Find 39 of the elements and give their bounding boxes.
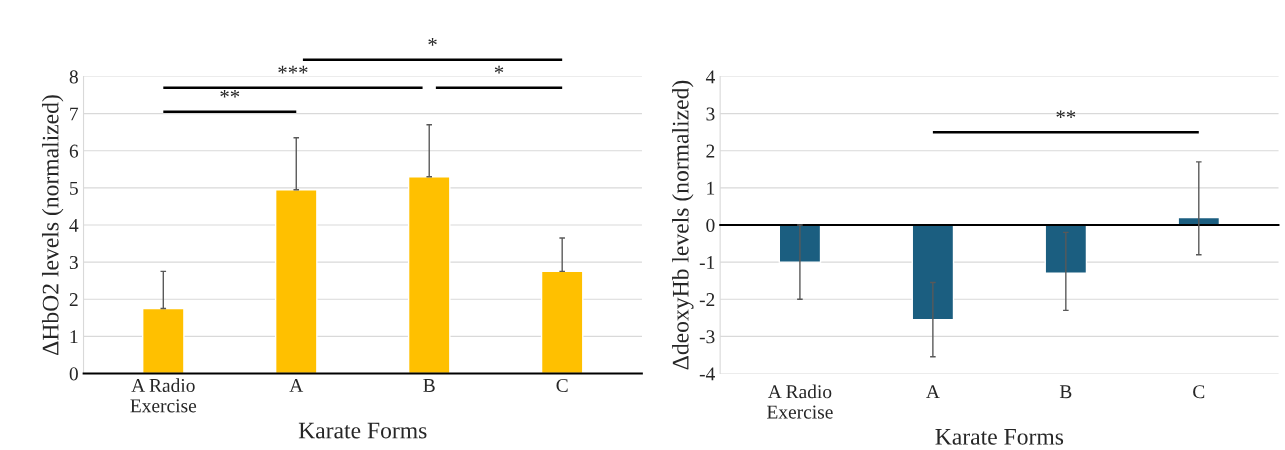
x-axis-title: Karate Forms <box>298 422 427 439</box>
bar <box>407 176 451 374</box>
x-tick-label: C <box>556 378 568 393</box>
text: *** <box>278 65 308 74</box>
y-tick-label: 3 <box>69 256 78 270</box>
x-tick-label: B <box>1059 385 1072 399</box>
bar <box>141 307 185 374</box>
y-tick-label: -2 <box>699 293 715 306</box>
x-tick-label: A Radio Exercise <box>767 384 833 419</box>
annotation: ** <box>220 89 240 98</box>
y-tick-label: 4 <box>69 218 79 232</box>
y-axis-title: ΔHbO2 levels (normalized) <box>41 95 64 355</box>
y-tick-label: 0 <box>69 367 78 381</box>
x-tick-label: A <box>289 379 304 392</box>
y-tick-label: 6 <box>69 144 79 158</box>
y-tick-label: -1 <box>699 256 715 269</box>
y-tick-label: -3 <box>699 330 715 344</box>
x-tick-label: A <box>926 385 940 399</box>
y-tick-label: -4 <box>699 367 715 381</box>
x-tick-label: C <box>1193 385 1205 399</box>
y-tick-label: 1 <box>70 330 78 344</box>
bar <box>540 270 584 374</box>
y-tick-label: 4 <box>705 70 715 84</box>
y-tick-label: 1 <box>707 181 715 195</box>
bar <box>274 189 318 374</box>
x-tick-label: B <box>423 379 435 392</box>
annotation: ** <box>1056 110 1076 119</box>
y-tick-label: 5 <box>70 181 78 195</box>
y-tick-label: 2 <box>706 144 715 158</box>
y-tick-label: 2 <box>69 293 78 306</box>
text: * <box>428 38 437 46</box>
y-tick-label: 8 <box>69 70 78 84</box>
y-axis-title: ΔdeoxyHb levels (normalized) <box>672 80 694 370</box>
y-tick-label: 7 <box>70 107 79 121</box>
x-axis-title: Karate Forms <box>935 429 1064 445</box>
y-tick-label: 0 <box>706 218 715 232</box>
text: * <box>494 65 504 74</box>
x-tick-label: A Radio Exercise <box>130 378 197 413</box>
y-tick-label: 3 <box>706 107 715 121</box>
